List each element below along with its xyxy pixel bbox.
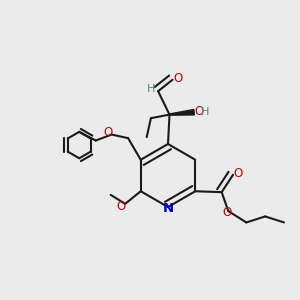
Text: O: O [223,206,232,219]
Text: O: O [116,200,125,213]
Polygon shape [169,110,194,115]
Text: O: O [173,72,182,85]
Text: H: H [147,84,156,94]
Text: O: O [194,105,203,118]
Text: H: H [200,106,209,117]
Text: O: O [233,167,242,180]
Text: N: N [162,202,174,215]
Text: O: O [103,126,112,139]
